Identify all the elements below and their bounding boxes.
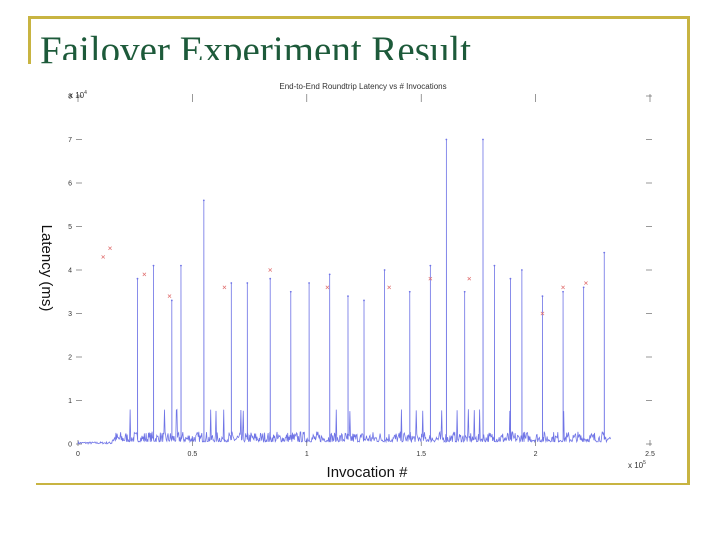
cross-marker [142,272,147,277]
y-tick-label: 6 [68,181,72,188]
latency-spike-point [408,290,411,293]
latency-spike-point [509,277,512,280]
latency-spike-point [202,199,205,202]
latency-spike-point [363,299,365,302]
y-multiplier: x 104 [69,90,87,100]
latency-spike-point [482,138,484,141]
y-tick-label: 2 [68,355,72,362]
latency-spike-point [562,290,564,293]
latency-spike-point [170,299,173,302]
latency-spike-point [308,282,310,284]
latency-spike-point [152,264,155,267]
x-tick-label: 1 [305,451,309,458]
latency-spike-point [347,295,349,297]
latency-spike-point [289,290,292,293]
y-tick-label: 3 [68,311,72,318]
latency-spike-point [463,290,466,293]
latency-spike-point [383,269,386,271]
y-tick-label: 5 [68,224,72,231]
cross-marker [268,268,273,272]
y-multiplier-base: x 10 [69,91,85,100]
chart-title: End-to-End Roundtrip Latency vs # Invoca… [279,82,446,91]
latency-spike-point [246,282,249,284]
cross-marker [167,294,172,298]
y-tick-label: 8 [68,94,72,101]
cross-marker [387,285,392,290]
cross-marker [584,281,588,285]
latency-spike-point [269,277,272,280]
cross-marker [540,311,545,316]
chart-background [61,60,672,480]
cross-marker [467,276,472,281]
cross-marker [325,285,330,290]
marker-group [101,246,588,316]
latency-spike-point [328,273,331,276]
latency-spike-point [445,138,448,141]
y-axis-label: Latency (ms) [38,225,55,312]
y-tick-label: 7 [68,137,72,144]
series-group [77,138,611,445]
x-tick-label: 0.5 [188,451,198,458]
latency-spike-point [582,286,585,289]
cross-marker [101,255,106,259]
x-tick-label: 2.5 [645,451,655,458]
frame-top-line [28,16,690,19]
x-tick-label: 1.5 [416,451,426,458]
frame-left-line [28,16,31,64]
cross-marker [428,276,433,281]
cross-marker [222,285,227,290]
latency-spike-point [603,251,606,254]
latency-spike-point [180,264,182,267]
frame-bottom-line [36,483,690,485]
x-multiplier-base: x 10 [628,461,644,470]
latency-spike-point [541,295,544,297]
x-multiplier: x 105 [628,460,646,470]
latency-spike-point [493,264,496,267]
x-axis-label: Invocation # [327,464,409,481]
y-tick-label: 4 [68,268,72,275]
cross-marker [108,246,112,251]
x-tick-label: 2 [534,451,538,458]
latency-series-line [77,139,611,445]
cross-marker [561,285,565,290]
x-tick-label: 0 [76,451,80,458]
latency-spike-point [230,282,233,284]
y-tick-label: 0 [68,442,72,449]
latency-spike-point [429,264,432,267]
latency-spike-point [520,269,523,271]
tick-group: 0 1 2 3 4 5 6 7 8 0 0.5 1 1.5 2 2.5 [68,94,655,459]
x-multiplier-exponent: 5 [643,460,646,466]
y-tick-label: 1 [68,398,72,405]
frame-right-line [687,16,690,484]
latency-spike-point [136,277,139,280]
y-multiplier-exponent: 4 [84,90,87,96]
